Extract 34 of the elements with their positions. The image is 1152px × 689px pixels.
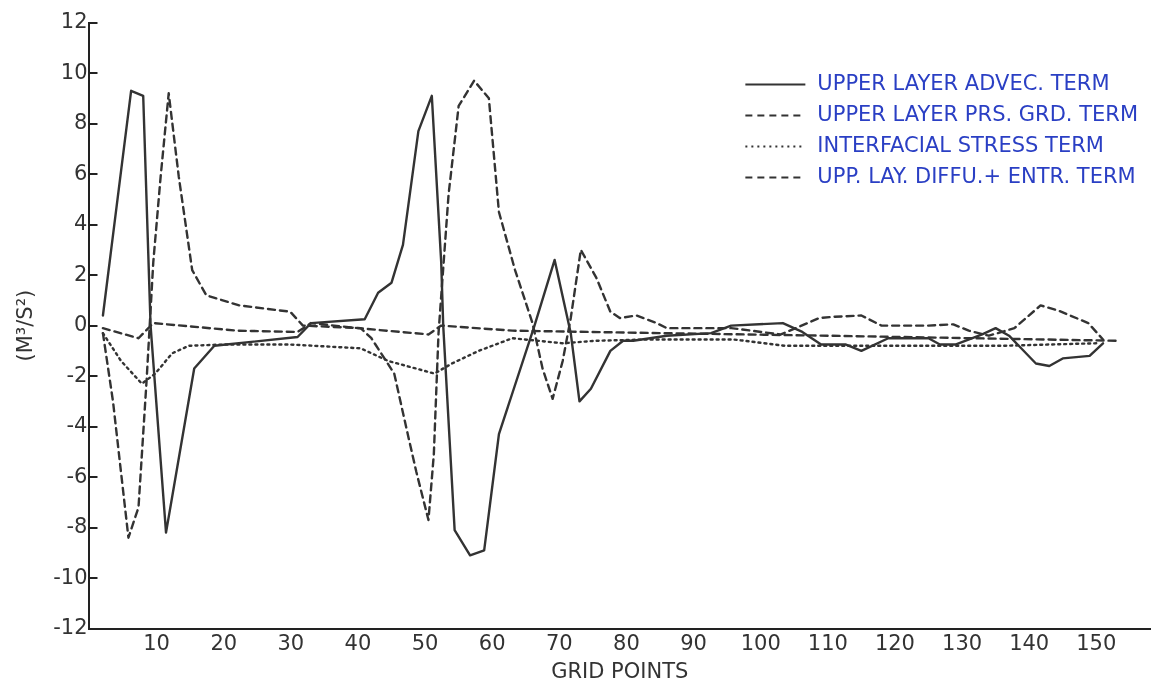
y-tick-label: 2 [74, 261, 88, 286]
y-tick-label: -2 [66, 362, 88, 387]
legend-label: INTERFACIAL STRESS TERM [817, 133, 1104, 158]
x-tick-label: 120 [874, 630, 915, 655]
y-tick-label: 0 [74, 312, 88, 337]
x-tick-label: 150 [1076, 630, 1117, 655]
y-tick-label: -6 [66, 463, 88, 488]
y-tick-label: 4 [74, 211, 88, 236]
y-tick-label: 6 [74, 160, 88, 185]
x-tick-label: 100 [740, 630, 781, 655]
x-tick-label: 60 [478, 630, 506, 655]
x-tick-label: 40 [344, 630, 372, 655]
y-tick-label: -12 [53, 615, 88, 640]
y-tick-label: 12 [60, 9, 88, 34]
y-tick-label: -8 [66, 514, 88, 539]
legend-label: UPPER LAYER ADVEC. TERM [817, 71, 1110, 96]
x-axis-title: GRID POINTS [551, 658, 689, 683]
legend-label: UPPER LAYER PRS. GRD. TERM [817, 102, 1138, 127]
x-tick-label: 140 [1009, 630, 1050, 655]
x-tick-label: 130 [942, 630, 983, 655]
x-tick-label: 30 [277, 630, 305, 655]
y-axis-title: (M³/S²) [13, 289, 38, 362]
x-tick-label: 20 [210, 630, 238, 655]
y-tick-label: 10 [60, 59, 88, 84]
y-tick-label: -10 [53, 564, 88, 589]
y-tick-label: -4 [66, 413, 88, 438]
x-tick-label: 90 [680, 630, 707, 655]
legend-label: UPP. LAY. DIFFU.+ ENTR. TERM [817, 164, 1136, 189]
y-tick-label: 8 [74, 110, 88, 135]
x-tick-label: 110 [807, 630, 848, 655]
x-tick-label: 70 [545, 630, 573, 655]
x-tick-label: 10 [143, 630, 170, 655]
x-tick-label: 50 [411, 630, 439, 655]
x-tick-label: 80 [613, 630, 640, 655]
